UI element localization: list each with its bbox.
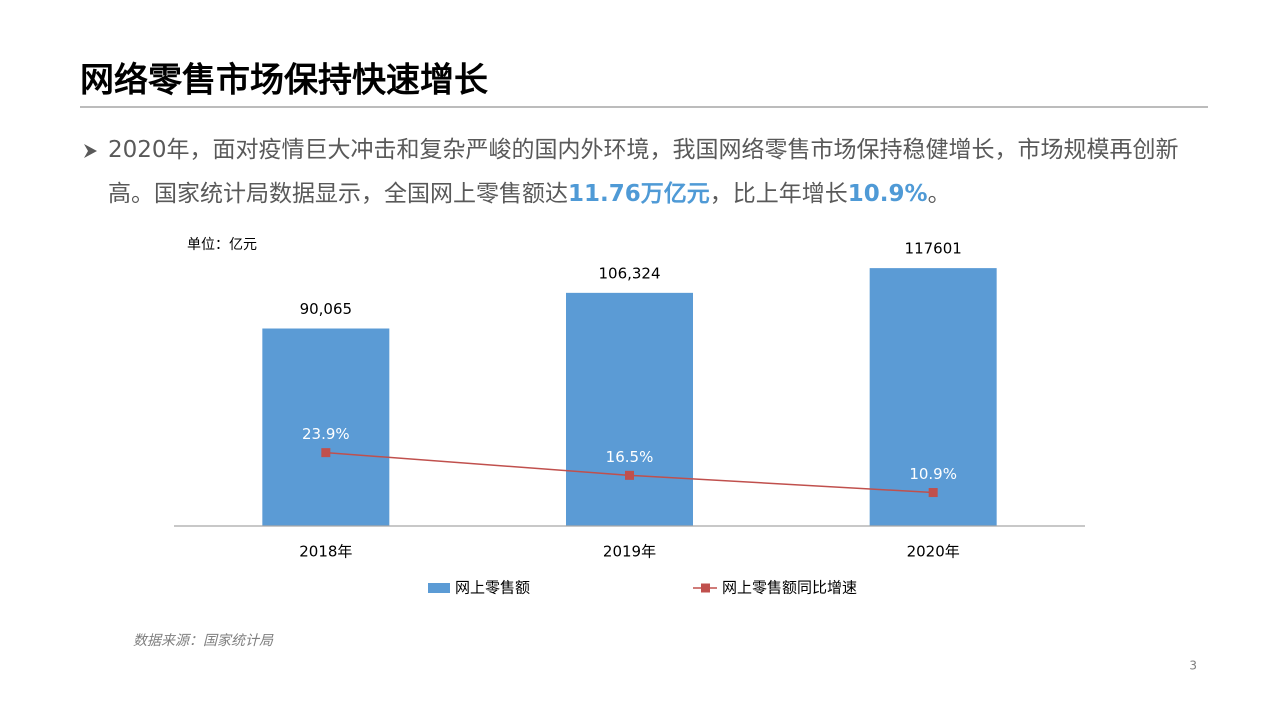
bar-value-label: 117601	[905, 240, 962, 258]
bar-value-label: 106,324	[598, 264, 660, 282]
bullet-part: 2020年，面对疫情巨大冲击和复杂严峻的国内外环境，我国网络零售市场保持稳健增长…	[108, 137, 1179, 207]
line-value-label: 16.5%	[606, 448, 654, 466]
bullet-highlight: 11.76万亿元	[568, 181, 710, 207]
line-marker	[321, 448, 331, 458]
bullet-icon	[84, 144, 97, 158]
legend-swatch	[428, 583, 450, 593]
bullet-text: 2020年，面对疫情巨大冲击和复杂严峻的国内外环境，我国网络零售市场保持稳健增长…	[108, 128, 1193, 216]
legend-marker	[701, 583, 710, 593]
bar	[869, 268, 997, 526]
page-number: 3	[1189, 659, 1197, 673]
unit-label: 单位：亿元	[187, 237, 257, 253]
x-tick-label: 2019年	[603, 543, 656, 561]
line-value-label: 10.9%	[909, 465, 957, 483]
legend-label: 网上零售额同比增速	[722, 579, 857, 597]
page-title: 网络零售市场保持快速增长	[80, 61, 488, 101]
x-tick-label: 2020年	[907, 543, 960, 561]
bullet-highlight: 10.9%	[847, 181, 928, 207]
bar	[262, 328, 390, 526]
legend-label: 网上零售额	[455, 579, 530, 597]
bar	[566, 292, 693, 526]
line-marker	[928, 488, 938, 498]
source: 数据来源：国家统计局	[133, 633, 274, 649]
bullet-part: ，比上年增长	[709, 181, 848, 207]
x-tick-label: 2018年	[299, 543, 352, 561]
bar-value-label: 90,065	[300, 300, 353, 318]
bullet-part: 。	[927, 181, 951, 207]
line-value-label: 23.9%	[302, 425, 350, 443]
line-marker	[625, 470, 634, 480]
